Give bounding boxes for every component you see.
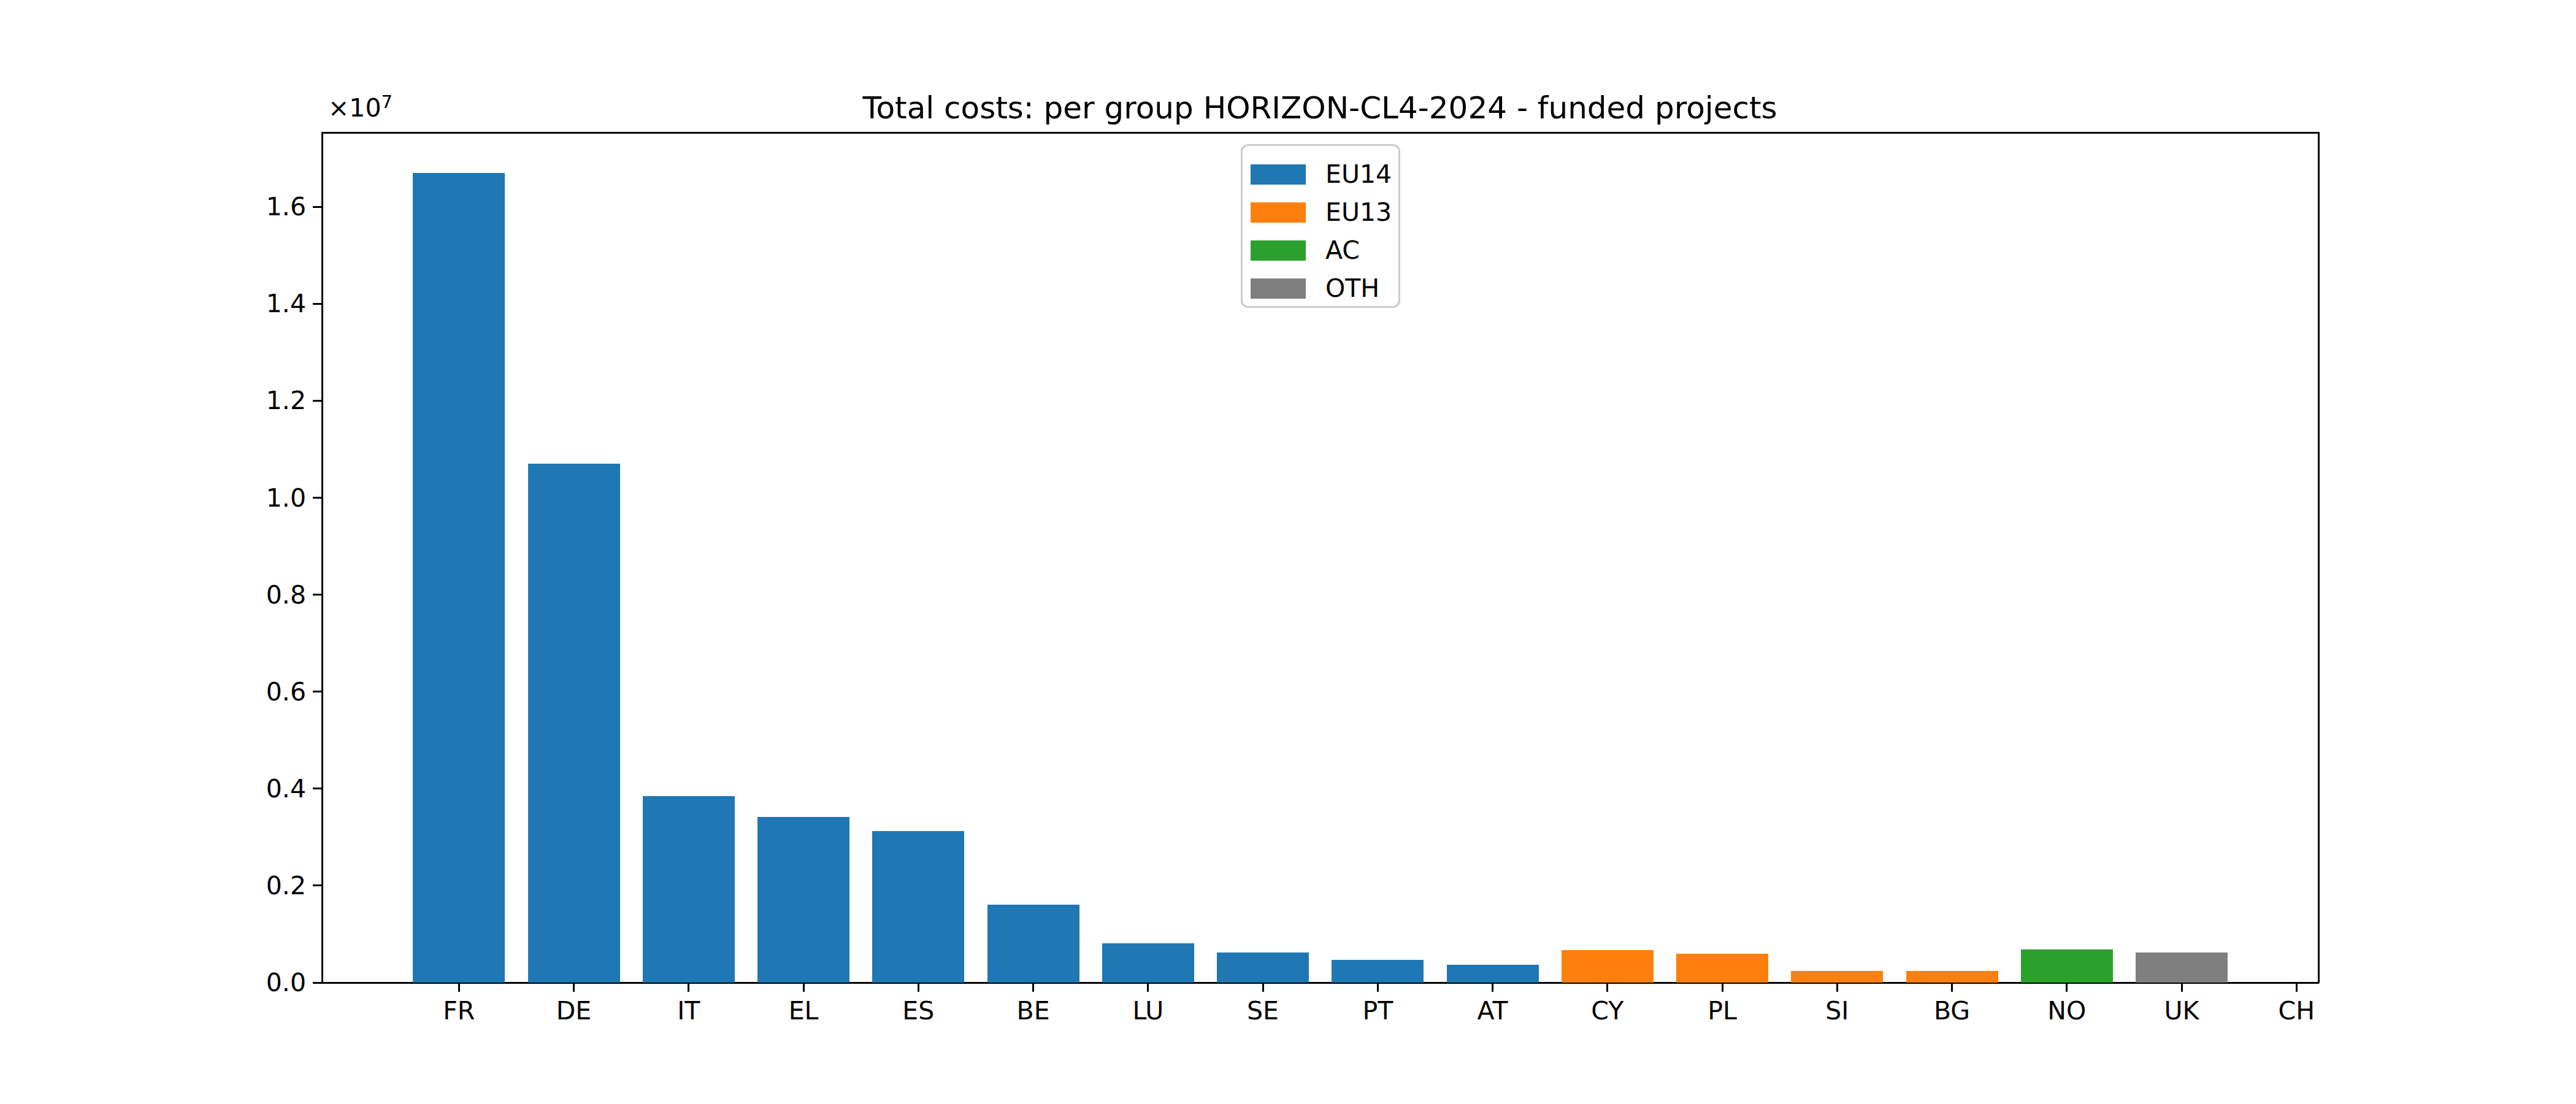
x-tick-DE <box>573 983 575 992</box>
x-tick-NO <box>2066 983 2068 992</box>
y-tick-label-0.4: 0.4 <box>183 775 306 802</box>
y-tick-label-1.0: 1.0 <box>183 485 306 512</box>
bar-NO <box>2021 949 2113 983</box>
bar-ES <box>872 831 964 983</box>
y-tick-label-1.2: 1.2 <box>183 387 306 414</box>
legend-label-EU14: EU14 <box>1325 161 1392 188</box>
x-tick-BE <box>1032 983 1034 992</box>
x-tick-UK <box>2181 983 2183 992</box>
y-tick-label-0.2: 0.2 <box>183 872 306 899</box>
y-tick-0.6 <box>313 691 321 692</box>
x-tick-BG <box>1951 983 1953 992</box>
y-tick-1.6 <box>313 206 321 208</box>
x-tick-EL <box>803 983 805 992</box>
y-tick-0.8 <box>313 594 321 596</box>
legend-row-EU14: EU14 <box>1251 155 1398 193</box>
x-tick-LU <box>1147 983 1149 992</box>
bar-BG <box>1906 971 1998 983</box>
legend-row-AC: AC <box>1251 231 1398 269</box>
legend-label-OTH: OTH <box>1325 275 1379 302</box>
offset-base: ×10 <box>328 93 381 123</box>
legend-swatch-AC <box>1251 240 1306 261</box>
bar-PT <box>1332 960 1424 983</box>
x-tick-CH <box>2296 983 2298 992</box>
axis-top-spine <box>321 132 2319 134</box>
bar-IT <box>643 796 735 983</box>
y-tick-0.2 <box>313 884 321 886</box>
legend-row-OTH: OTH <box>1251 269 1398 307</box>
y-tick-label-1.6: 1.6 <box>183 193 306 220</box>
axis-right-spine <box>2318 132 2320 983</box>
y-tick-1.0 <box>313 497 321 499</box>
x-tick-CY <box>1606 983 1608 992</box>
y-tick-1.2 <box>313 400 321 402</box>
chart-title: Total costs: per group HORIZON-CL4-2024 … <box>400 91 2240 125</box>
y-tick-0.0 <box>313 982 321 984</box>
legend-swatch-EU13 <box>1251 202 1306 223</box>
y-tick-label-0.0: 0.0 <box>183 969 306 996</box>
y-tick-label-0.6: 0.6 <box>183 678 306 705</box>
y-tick-1.4 <box>313 303 321 305</box>
legend-swatch-EU14 <box>1251 164 1306 185</box>
bar-SI <box>1791 971 1883 983</box>
y-tick-0.4 <box>313 788 321 789</box>
legend: EU14 EU13 AC OTH <box>1241 144 1400 308</box>
x-tick-SE <box>1262 983 1264 992</box>
bar-PL <box>1676 954 1768 983</box>
y-tick-label-0.8: 0.8 <box>183 581 306 608</box>
axis-left-spine <box>321 132 323 983</box>
x-tick-SI <box>1836 983 1838 992</box>
figure-canvas: Total costs: per group HORIZON-CL4-2024 … <box>0 0 2576 1104</box>
x-tick-FR <box>458 983 460 992</box>
bar-CY <box>1562 950 1654 983</box>
bar-LU <box>1102 943 1194 983</box>
bar-UK <box>2136 953 2228 983</box>
bar-BE <box>987 905 1079 983</box>
legend-swatch-OTH <box>1251 278 1306 299</box>
offset-exponent: 7 <box>381 91 393 112</box>
x-tick-label-CH: CH <box>2229 997 2364 1024</box>
x-tick-PL <box>1722 983 1723 992</box>
x-tick-ES <box>918 983 919 992</box>
bar-SE <box>1217 953 1309 983</box>
y-tick-label-1.4: 1.4 <box>183 290 306 317</box>
x-tick-AT <box>1492 983 1493 992</box>
legend-label-EU13: EU13 <box>1325 199 1392 226</box>
bar-FR <box>413 173 505 983</box>
bar-EL <box>757 817 849 983</box>
axis-bottom-spine <box>321 982 2319 984</box>
y-axis-offset-label: ×107 <box>328 93 393 123</box>
bar-DE <box>528 464 620 983</box>
legend-row-EU13: EU13 <box>1251 193 1398 231</box>
bar-AT <box>1447 965 1539 983</box>
x-tick-PT <box>1377 983 1379 992</box>
legend-label-AC: AC <box>1325 237 1360 264</box>
x-tick-IT <box>688 983 689 992</box>
